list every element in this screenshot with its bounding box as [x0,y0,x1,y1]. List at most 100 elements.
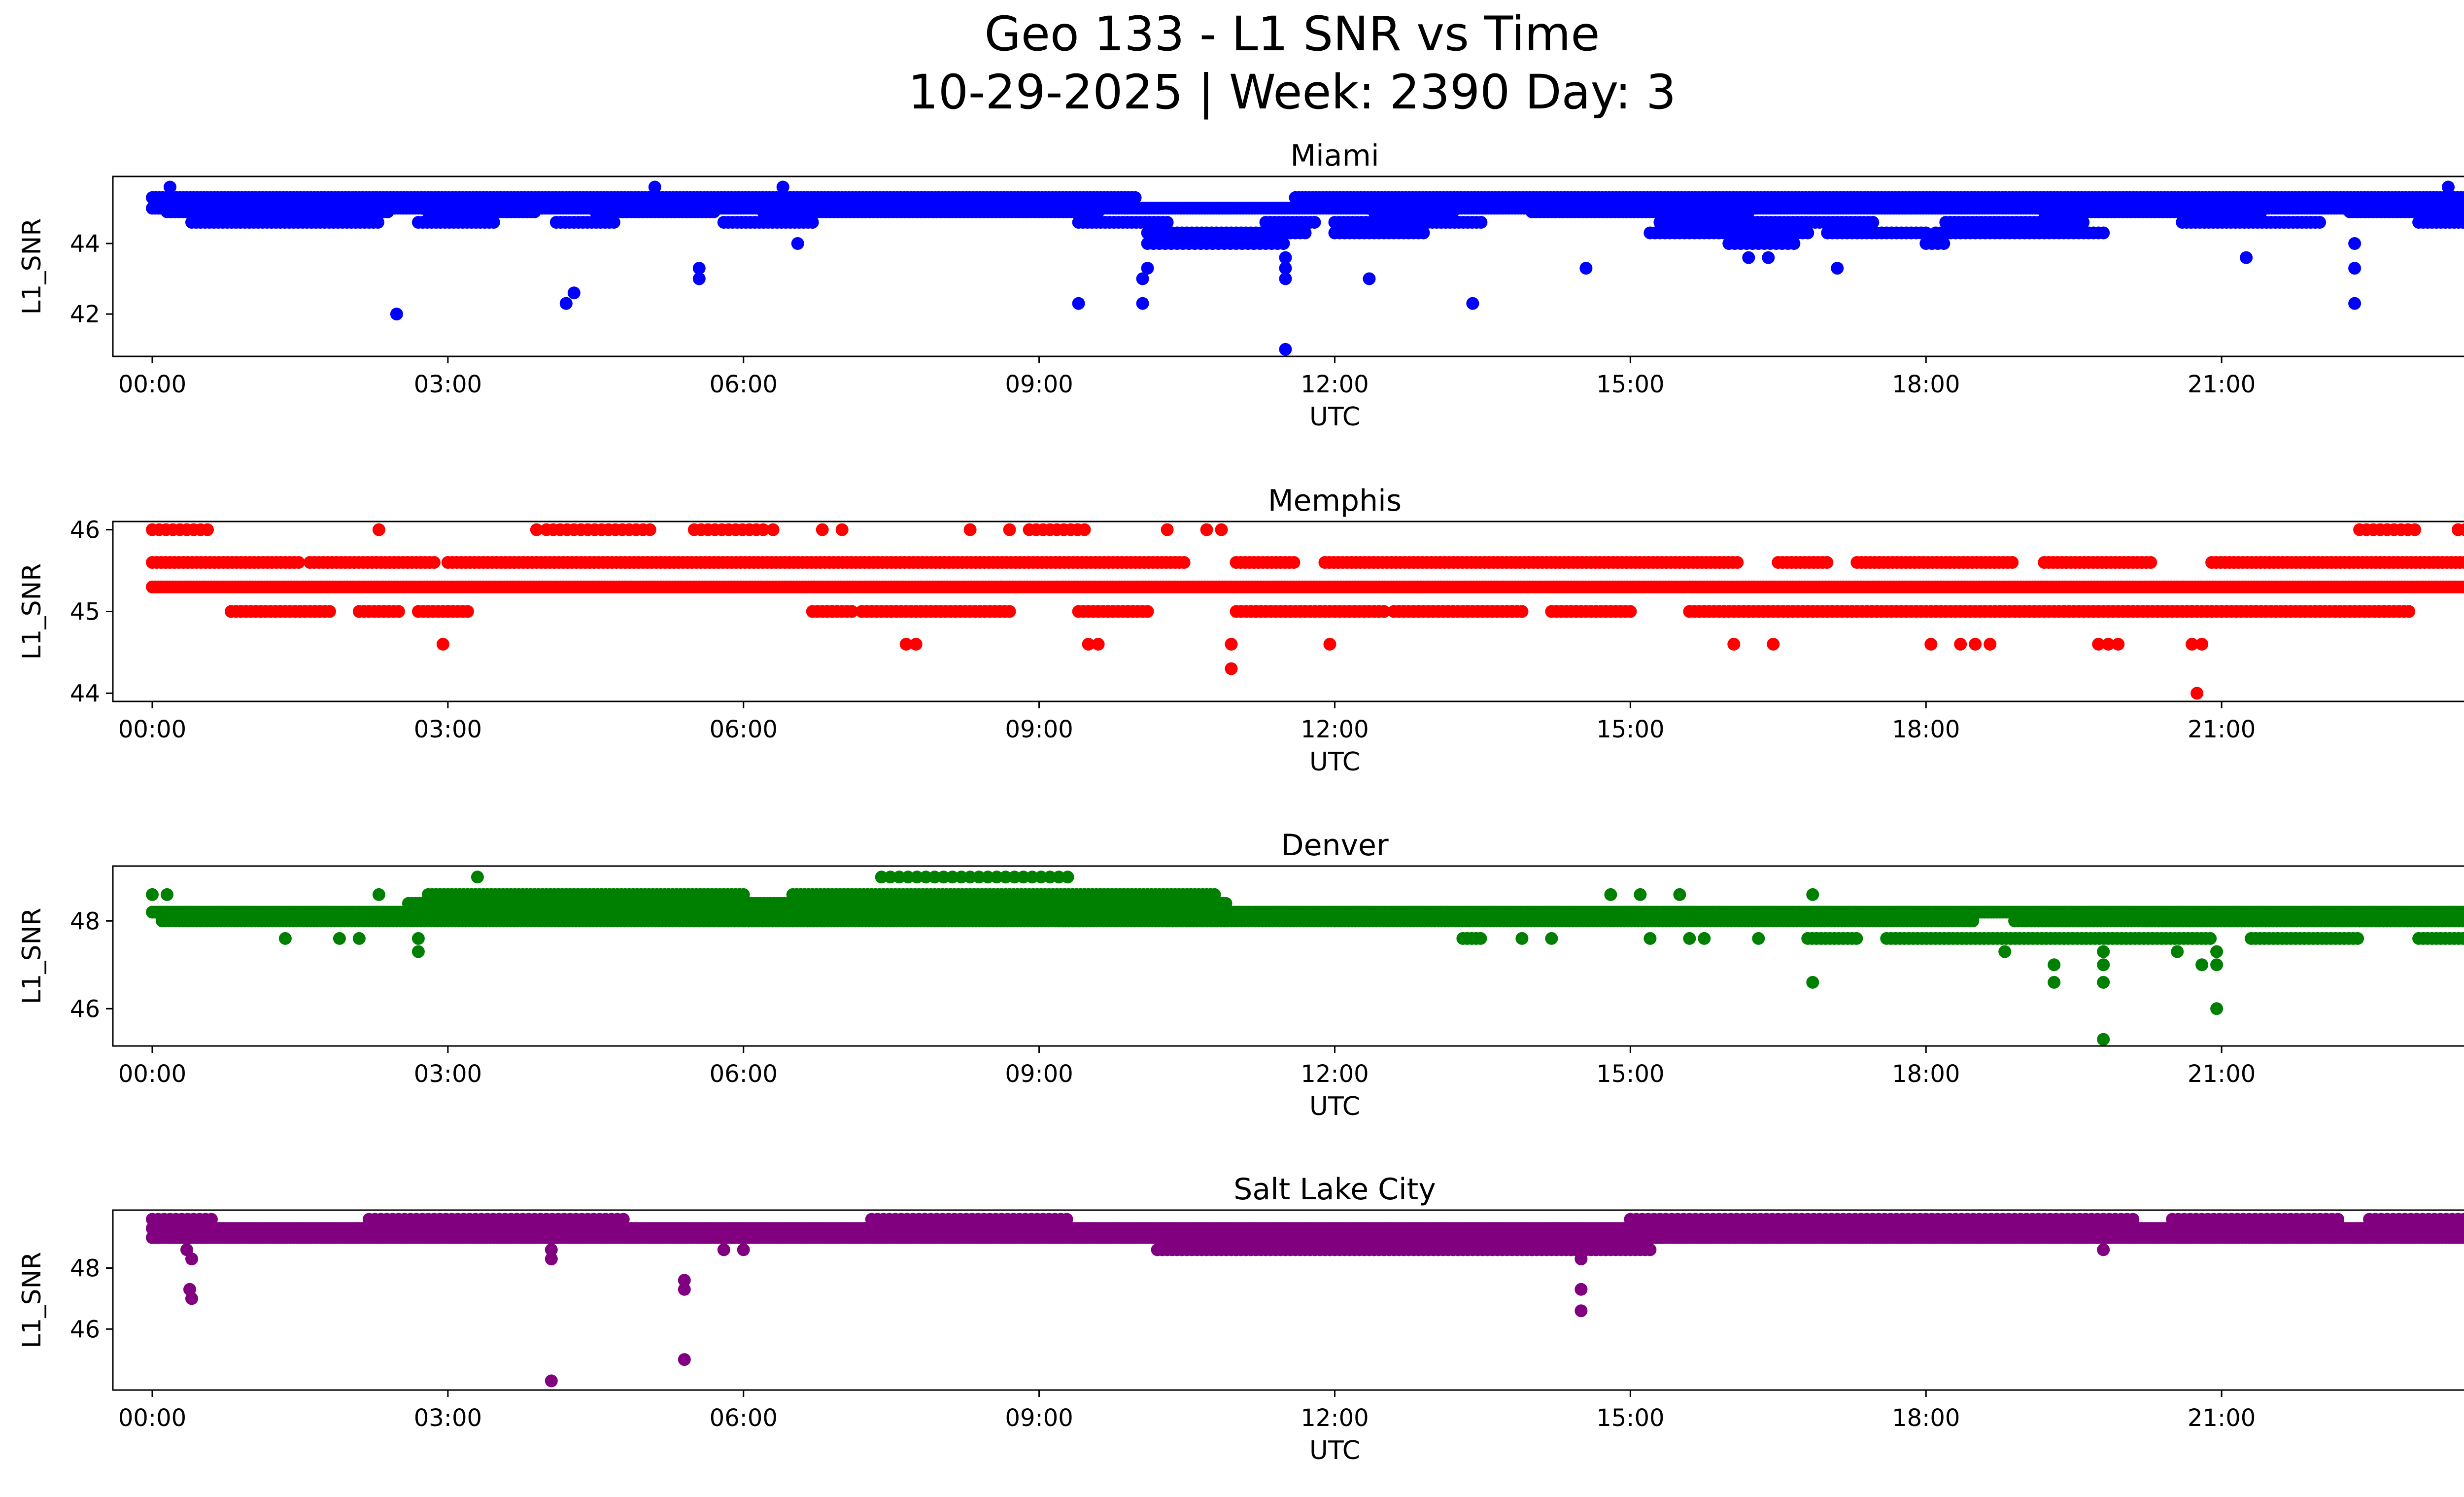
x-tick-label: 15:00 [1596,371,1664,398]
data-point [530,523,543,536]
data-point [708,206,720,218]
data-point [2144,556,2157,569]
data-point [1363,273,1376,285]
y-tick-label: 44 [70,680,100,707]
data-point [1924,638,1937,651]
data-point [964,523,977,536]
x-tick-label: 12:00 [1300,716,1369,743]
x-axis-label: UTC [1309,747,1360,777]
data-point [1515,605,1528,618]
data-point [568,286,581,299]
data-point [2112,638,2124,651]
x-tick-label: 03:00 [414,716,482,743]
data-point [2195,638,2208,651]
data-point [1072,297,1085,310]
data-point [767,523,780,536]
data-point [1742,251,1755,264]
data-point [1831,262,1844,275]
data-point [1466,297,1479,310]
data-point [2402,605,2415,618]
data-point [1762,251,1775,264]
data-point [910,638,923,651]
data-point [1579,262,1592,275]
data-point [1324,638,1336,651]
x-tick-label: 06:00 [710,716,778,743]
data-point [1767,638,1780,651]
data-point [372,216,384,229]
data-point [461,605,474,618]
data-point [777,181,789,194]
data-point [791,237,804,250]
data-point [428,556,441,569]
x-tick-label: 18:00 [1892,371,1960,398]
data-point [2348,262,2361,275]
data-point [2006,556,2019,569]
data-point [1731,556,1744,569]
data-point [390,308,403,320]
data-point [1225,638,1238,651]
data-point [2240,251,2253,264]
data-point [1820,556,1833,569]
x-tick-label: 00:00 [118,371,186,398]
data-point [437,638,449,651]
data-point [2348,237,2361,250]
data-point [164,181,176,194]
data-point [1279,251,1292,264]
data-point [1417,227,1430,240]
data-point [1215,523,1228,536]
data-point [608,216,620,229]
data-point [644,523,656,536]
data-point [1984,638,1996,651]
data-point [1279,343,1292,356]
data-point [1003,605,1016,618]
data-point [1178,556,1191,569]
data-point [373,523,385,536]
data-point [649,181,661,194]
x-tick-label: 00:00 [118,716,186,743]
data-point [1129,191,1142,204]
data-point [1624,605,1637,618]
y-tick-label: 42 [70,301,100,328]
data-point [1225,662,1238,675]
data-point [1200,523,1213,536]
data-point [2408,523,2421,536]
x-tick-label: 15:00 [1596,716,1664,743]
data-point [1937,237,1950,250]
x-tick-label: 21:00 [2188,371,2256,398]
data-point [201,523,214,536]
data-point [2190,687,2203,699]
data-point [816,523,829,536]
data-point [1003,523,1016,536]
data-point [323,605,336,618]
y-axis-label: L1_SNR [17,218,47,314]
data-point [1969,638,1982,651]
x-tick-label: 18:00 [1892,716,1960,743]
data-point [1092,638,1105,651]
data-point [1299,227,1312,240]
data-point [560,297,573,310]
subplot-title: Miami [1290,139,1379,173]
data-point [1279,273,1292,285]
data-point [2442,181,2455,194]
data-point [2097,227,2110,240]
data-point [1078,523,1091,536]
x-tick-label: 03:00 [414,371,482,398]
data-point [1136,297,1149,310]
data-point [1161,523,1174,536]
data-point [1141,605,1154,618]
data-point [1277,237,1290,250]
y-tick-label: 45 [70,598,100,626]
data-point [806,216,819,229]
data-point [1288,556,1300,569]
figure-title: Geo 133 - L1 SNR vs Time [985,6,1600,62]
data-point [1474,216,1487,229]
data-point [1787,237,1800,250]
data-point [292,556,305,569]
data-point [1727,638,1740,651]
x-tick-label: 09:00 [1005,716,1073,743]
data-point [381,206,394,218]
data-point [2313,216,2326,229]
y-axis-label: L1_SNR [17,563,47,660]
x-tick-label: 06:00 [710,371,778,398]
